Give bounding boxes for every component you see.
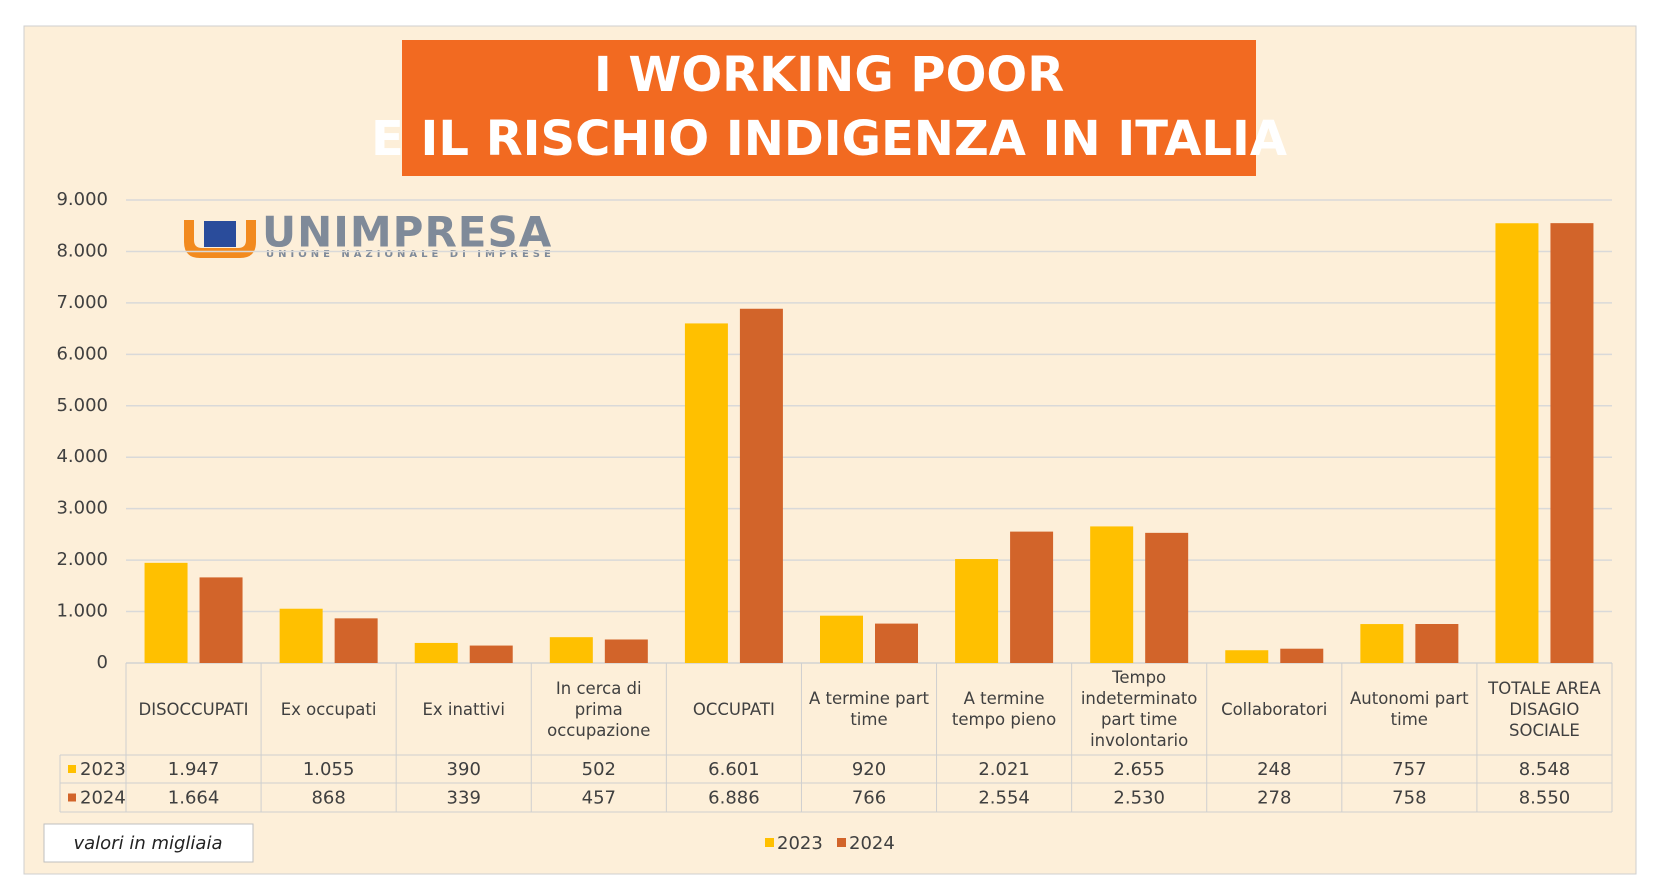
table-value: 766 (852, 788, 886, 809)
table-value: 2.530 (1113, 788, 1165, 809)
bar (279, 608, 323, 663)
logo: UNIMPRESA UNIONE NAZIONALE DI IMPRESE (184, 208, 555, 260)
y-tick-label: 3.000 (56, 498, 108, 519)
table-value: 6.601 (708, 759, 760, 780)
note: valori in migliaia (74, 833, 223, 854)
bar (955, 559, 999, 663)
bar (604, 639, 648, 663)
y-tick-label: 7.000 (56, 292, 108, 313)
bar (1415, 624, 1459, 663)
y-tick-label: 4.000 (56, 446, 108, 467)
table-series-label: 2024 (80, 788, 126, 809)
table-key (68, 765, 76, 773)
x-tick-label: OCCUPATI (692, 699, 775, 719)
y-tick-label: 8.000 (56, 240, 108, 261)
x-tick-label: Collaboratori (1221, 699, 1328, 719)
y-tick-label: 6.000 (56, 343, 108, 364)
bar (875, 623, 918, 663)
table-value: 2.554 (978, 788, 1030, 809)
y-tick-label: 2.000 (56, 549, 108, 570)
table-series-label: 2023 (80, 759, 126, 780)
bar (1360, 624, 1404, 663)
table-value: 868 (311, 788, 345, 809)
x-tick-label: In cerca di prima occupazione (547, 678, 651, 740)
bar (1550, 223, 1594, 663)
y-tick-label: 1.000 (56, 601, 108, 622)
bar (1010, 531, 1054, 663)
bar (1225, 650, 1269, 663)
bar (199, 577, 243, 663)
bar (1280, 648, 1324, 663)
table-value: 2.021 (978, 759, 1030, 780)
table-value: 757 (1392, 759, 1426, 780)
logo-flag (204, 221, 236, 247)
x-tick-label: A termine part time (808, 689, 929, 729)
note-box (43, 823, 254, 863)
y-tick-label: 9.000 (56, 189, 108, 210)
table-value: 1.664 (168, 788, 220, 809)
bar (684, 323, 728, 663)
x-tick-label: TOTALE AREA DISAGIO SOCIALE (1488, 678, 1601, 740)
x-tick-label: A termine tempo pieno (951, 689, 1057, 729)
table-value: 248 (1257, 759, 1291, 780)
x-tick-label: Ex inattivi (422, 699, 505, 719)
bar (144, 562, 188, 663)
table-value: 1.947 (168, 759, 220, 780)
chart-title: E IL RISCHIO INDIGENZA IN ITALIA (371, 111, 1287, 167)
table-value: 278 (1257, 788, 1291, 809)
title-box (402, 40, 1256, 176)
table-value: 8.548 (1519, 759, 1571, 780)
table-value: 2.655 (1113, 759, 1165, 780)
logo-tagline: UNIONE NAZIONALE DI IMPRESE (266, 249, 555, 260)
table-value: 390 (447, 759, 481, 780)
table-value: 6.886 (708, 788, 760, 809)
bar (739, 308, 783, 663)
x-tick-label: Tempo indeterminato part time involontar… (1080, 668, 1198, 750)
table-value: 758 (1392, 788, 1426, 809)
bar (549, 637, 593, 663)
chart-title: I WORKING POOR (594, 47, 1064, 103)
bar (1090, 526, 1134, 663)
logo-name: UNIMPRESA (262, 208, 552, 257)
bar (414, 642, 458, 663)
table-value: 502 (582, 759, 616, 780)
table-value: 457 (582, 788, 616, 809)
bar (334, 618, 378, 663)
bar (469, 645, 513, 663)
x-tick-label: Ex occupati (280, 699, 377, 719)
table-value: 1.055 (303, 759, 355, 780)
table-value: 339 (447, 788, 481, 809)
bar (1495, 223, 1539, 664)
y-tick-label: 0 (97, 652, 108, 673)
legend-label: 2023 (777, 833, 823, 854)
x-tick-label: Autonomi part time (1350, 689, 1469, 729)
logo-mark (184, 220, 256, 258)
bar (820, 615, 863, 663)
table-key (68, 793, 76, 802)
table-value: 8.550 (1519, 788, 1571, 809)
legend-key (837, 838, 846, 847)
legend-label: 2024 (849, 833, 895, 854)
bar (1145, 532, 1189, 663)
legend-key (765, 838, 774, 847)
x-tick-label: DISOCCUPATI (138, 699, 249, 719)
y-tick-label: 5.000 (56, 395, 108, 416)
table-value: 920 (852, 759, 886, 780)
